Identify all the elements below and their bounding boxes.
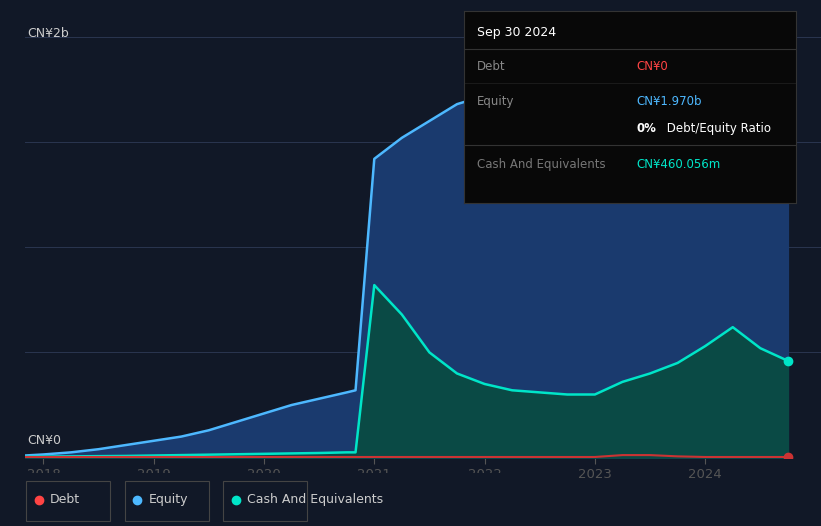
Text: Cash And Equivalents: Cash And Equivalents bbox=[247, 493, 383, 506]
Text: Debt/Equity Ratio: Debt/Equity Ratio bbox=[663, 122, 772, 135]
Text: CN¥2b: CN¥2b bbox=[27, 27, 69, 40]
Text: CN¥1.970b: CN¥1.970b bbox=[637, 95, 702, 108]
Text: Cash And Equivalents: Cash And Equivalents bbox=[477, 158, 606, 171]
Text: 0%: 0% bbox=[637, 122, 657, 135]
Text: Debt: Debt bbox=[50, 493, 80, 506]
Text: CN¥0: CN¥0 bbox=[27, 433, 61, 447]
Text: CN¥0: CN¥0 bbox=[637, 60, 668, 74]
Text: Sep 30 2024: Sep 30 2024 bbox=[477, 26, 557, 39]
Text: Debt: Debt bbox=[477, 60, 506, 74]
Text: Equity: Equity bbox=[149, 493, 188, 506]
Text: CN¥460.056m: CN¥460.056m bbox=[637, 158, 721, 171]
Text: Equity: Equity bbox=[477, 95, 515, 108]
